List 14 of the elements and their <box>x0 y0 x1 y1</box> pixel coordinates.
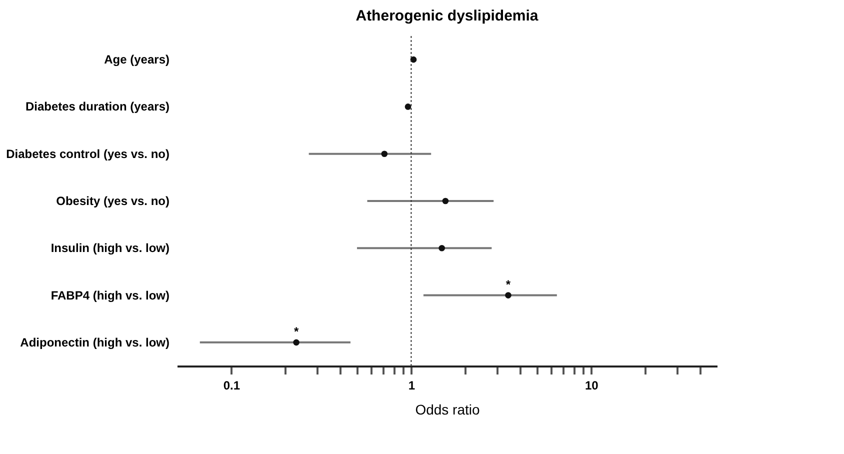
y-tick-label: Diabetes control (yes vs. no) <box>6 146 170 161</box>
x-axis-title: Odds ratio <box>415 402 480 418</box>
chart-title: Atherogenic dyslipidemia <box>356 8 539 24</box>
annotation: * <box>294 324 299 338</box>
annotation: * <box>506 277 511 292</box>
x-tick-label: 0.1 <box>223 378 240 392</box>
y-tick-label: Obesity (yes vs. no) <box>56 194 170 208</box>
y-tick-label: Insulin (high vs. low) <box>50 241 170 256</box>
x-tick-label: 10 <box>585 378 599 392</box>
y-tick-label: Adiponectin (high vs. low) <box>20 335 170 350</box>
y-tick-label: Age (years) <box>104 52 170 67</box>
y-tick-label: Diabetes duration (years) <box>25 100 170 114</box>
x-tick-label: 1 <box>408 378 416 392</box>
y-tick-label: FABP4 (high vs. low) <box>50 288 170 302</box>
